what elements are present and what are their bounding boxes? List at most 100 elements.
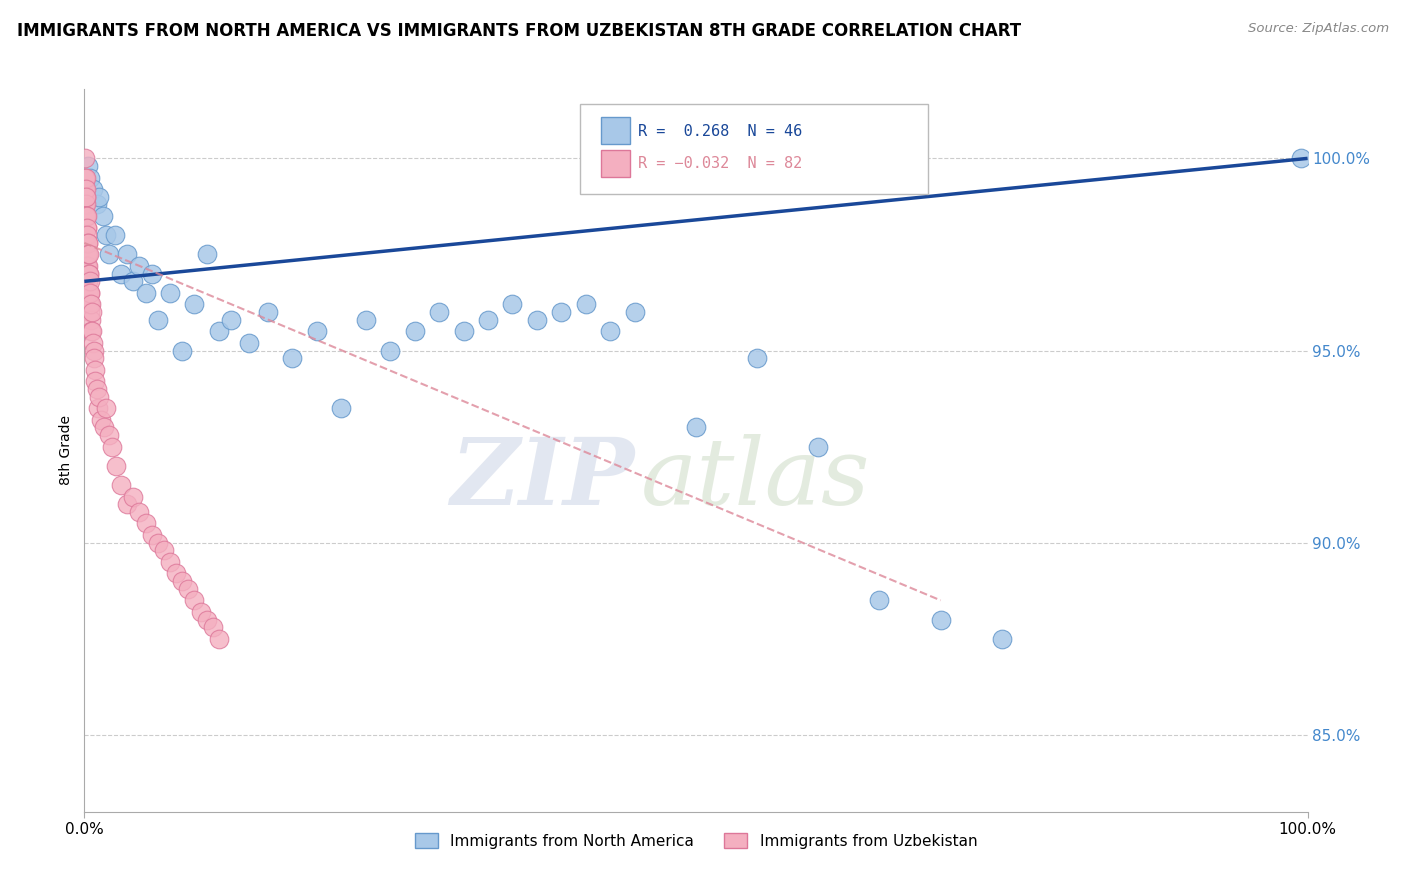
Point	[115, 497, 138, 511]
Point	[208, 324, 231, 338]
Point	[82, 335, 104, 350]
Point	[135, 516, 157, 531]
Point	[93, 420, 115, 434]
Point	[128, 259, 150, 273]
Point	[79, 297, 101, 311]
Point	[110, 478, 132, 492]
Point	[75, 209, 97, 223]
Point	[257, 305, 280, 319]
Point	[929, 613, 952, 627]
Point	[97, 247, 120, 261]
Point	[153, 543, 176, 558]
Point	[73, 152, 96, 166]
Point	[453, 324, 475, 338]
Point	[77, 267, 100, 281]
Point	[477, 313, 499, 327]
FancyBboxPatch shape	[600, 150, 630, 177]
Point	[77, 259, 100, 273]
Point	[550, 305, 572, 319]
Point	[238, 335, 260, 350]
Point	[122, 274, 145, 288]
Point	[172, 574, 194, 588]
Text: IMMIGRANTS FROM NORTH AMERICA VS IMMIGRANTS FROM UZBEKISTAN 8TH GRADE CORRELATIO: IMMIGRANTS FROM NORTH AMERICA VS IMMIGRA…	[17, 22, 1021, 40]
Point	[80, 305, 103, 319]
Point	[599, 324, 621, 338]
Point	[201, 620, 224, 634]
FancyBboxPatch shape	[600, 118, 630, 145]
Point	[75, 209, 97, 223]
Text: R = −0.032  N = 82: R = −0.032 N = 82	[638, 156, 803, 171]
Point	[77, 247, 100, 261]
Point	[77, 285, 100, 300]
Point	[76, 220, 98, 235]
Point	[991, 632, 1014, 646]
Point	[80, 324, 103, 338]
Point	[77, 285, 100, 300]
Point	[86, 382, 108, 396]
Point	[104, 228, 127, 243]
Point	[122, 490, 145, 504]
Point	[219, 313, 242, 327]
Point	[75, 235, 97, 250]
Point	[75, 190, 97, 204]
Point	[183, 593, 205, 607]
Point	[183, 297, 205, 311]
Point	[83, 351, 105, 366]
Text: R =  0.268  N = 46: R = 0.268 N = 46	[638, 124, 803, 138]
Point	[77, 247, 100, 261]
Point	[165, 566, 187, 581]
Point	[75, 197, 97, 211]
Point	[624, 305, 647, 319]
Point	[96, 401, 118, 416]
Point	[90, 413, 112, 427]
Point	[146, 313, 169, 327]
Point	[75, 182, 97, 196]
Point	[75, 235, 97, 250]
Point	[76, 259, 98, 273]
Point	[82, 182, 104, 196]
Point	[177, 582, 200, 596]
Point	[83, 363, 105, 377]
Point	[73, 170, 96, 185]
Text: ZIP: ZIP	[450, 434, 636, 524]
Y-axis label: 8th Grade: 8th Grade	[59, 416, 73, 485]
Point	[75, 182, 97, 196]
Point	[76, 228, 98, 243]
Point	[76, 235, 98, 250]
Point	[1291, 152, 1313, 166]
Point	[76, 267, 98, 281]
FancyBboxPatch shape	[579, 103, 928, 194]
Point	[526, 313, 548, 327]
Point	[141, 267, 163, 281]
Point	[135, 285, 157, 300]
Point	[75, 235, 97, 250]
Point	[79, 274, 101, 288]
Text: Source: ZipAtlas.com: Source: ZipAtlas.com	[1249, 22, 1389, 36]
Point	[190, 605, 212, 619]
Point	[75, 170, 97, 185]
Point	[84, 374, 107, 388]
Point	[159, 555, 181, 569]
Point	[97, 428, 120, 442]
Point	[82, 324, 104, 338]
Point	[141, 528, 163, 542]
Point	[575, 297, 598, 311]
Point	[87, 401, 110, 416]
Point	[77, 297, 100, 311]
Point	[75, 209, 97, 223]
Point	[75, 209, 97, 223]
Point	[77, 159, 100, 173]
Point	[76, 220, 98, 235]
Point	[195, 247, 218, 261]
Point	[80, 297, 103, 311]
Point	[747, 351, 769, 366]
Point	[75, 209, 97, 223]
Point	[146, 535, 169, 549]
Point	[427, 305, 450, 319]
Point	[79, 285, 101, 300]
Point	[76, 267, 98, 281]
Point	[159, 285, 181, 300]
Point	[75, 190, 97, 204]
Point	[73, 190, 96, 204]
Point	[79, 305, 101, 319]
